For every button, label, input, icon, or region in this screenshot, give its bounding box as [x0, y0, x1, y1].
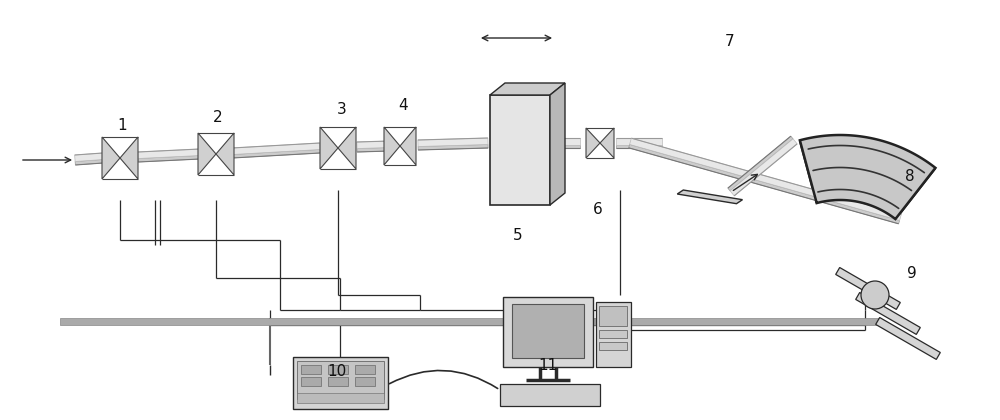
Circle shape — [861, 281, 889, 309]
Polygon shape — [630, 138, 901, 220]
Polygon shape — [120, 137, 138, 179]
Polygon shape — [616, 144, 662, 148]
Polygon shape — [400, 127, 416, 165]
Polygon shape — [586, 128, 600, 158]
Polygon shape — [138, 155, 200, 162]
Polygon shape — [232, 150, 320, 158]
Polygon shape — [232, 143, 320, 155]
Bar — [490, 95, 550, 205]
Polygon shape — [800, 135, 935, 219]
Text: 8: 8 — [905, 169, 915, 184]
Bar — [293, 357, 388, 409]
Bar — [599, 330, 627, 338]
Text: 2: 2 — [213, 110, 223, 125]
Text: 3: 3 — [337, 102, 347, 117]
Polygon shape — [357, 147, 390, 152]
Polygon shape — [338, 127, 356, 169]
Polygon shape — [856, 292, 920, 334]
Polygon shape — [102, 137, 120, 179]
Text: 5: 5 — [513, 228, 523, 243]
Text: 6: 6 — [593, 202, 603, 218]
Polygon shape — [384, 127, 400, 165]
Bar — [301, 365, 321, 374]
Polygon shape — [216, 133, 234, 175]
Bar — [297, 393, 384, 403]
Text: 11: 11 — [538, 358, 558, 373]
Bar — [599, 342, 627, 350]
Text: 9: 9 — [907, 265, 917, 281]
Polygon shape — [75, 153, 103, 162]
Polygon shape — [198, 133, 216, 175]
Polygon shape — [730, 139, 797, 196]
Bar — [60, 318, 880, 325]
Polygon shape — [616, 138, 662, 144]
Bar — [297, 361, 384, 399]
Polygon shape — [357, 141, 390, 149]
Bar — [599, 306, 627, 326]
Text: 1: 1 — [117, 118, 127, 134]
Polygon shape — [320, 127, 338, 169]
Bar — [500, 384, 600, 406]
Polygon shape — [600, 128, 614, 158]
Polygon shape — [836, 268, 900, 310]
Bar — [503, 297, 593, 367]
Polygon shape — [677, 190, 742, 204]
Text: 4: 4 — [398, 97, 408, 113]
Text: 10: 10 — [327, 364, 347, 379]
Bar — [512, 304, 584, 358]
Polygon shape — [629, 144, 900, 224]
Bar — [301, 377, 321, 386]
Bar — [355, 377, 375, 386]
Bar — [596, 302, 631, 367]
Polygon shape — [553, 144, 580, 148]
Bar — [328, 365, 348, 374]
Bar — [328, 377, 348, 386]
Polygon shape — [728, 136, 793, 191]
Polygon shape — [876, 318, 940, 360]
Text: 7: 7 — [725, 34, 735, 50]
Polygon shape — [418, 144, 488, 150]
Polygon shape — [138, 149, 200, 158]
Polygon shape — [75, 160, 103, 165]
Polygon shape — [550, 83, 565, 205]
Polygon shape — [490, 83, 565, 95]
FancyArrowPatch shape — [389, 370, 498, 388]
Bar — [355, 365, 375, 374]
Polygon shape — [418, 138, 488, 147]
Polygon shape — [553, 138, 580, 144]
